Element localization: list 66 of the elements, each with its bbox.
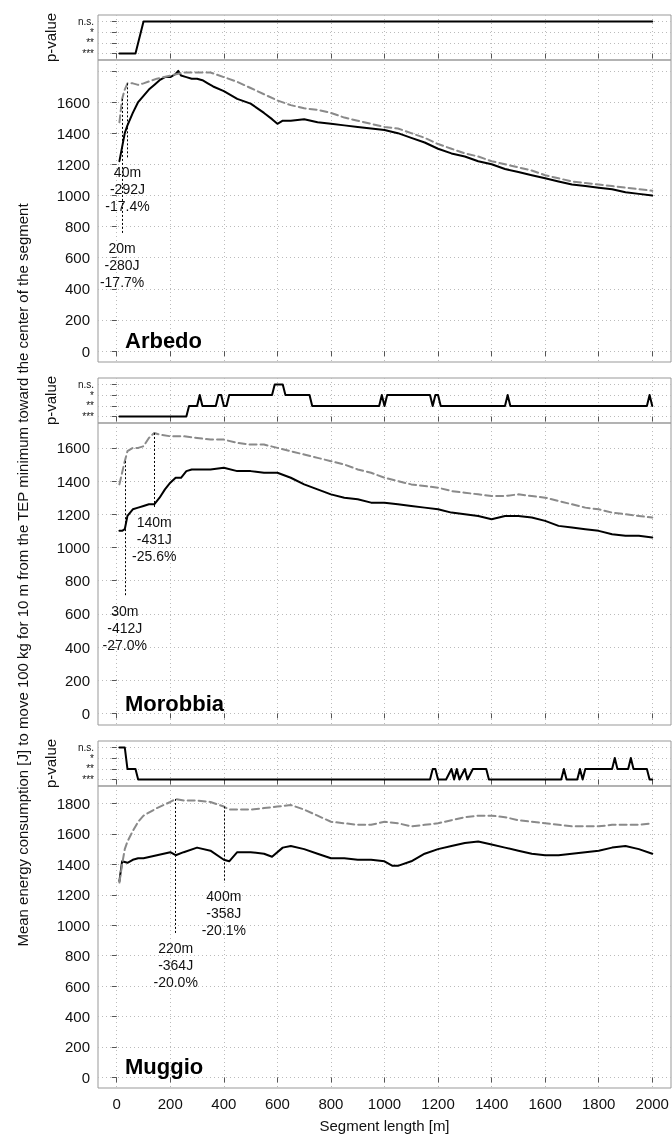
y-tick-label: 1600 bbox=[56, 825, 90, 843]
text: ** bbox=[86, 37, 95, 49]
y-axis-title: p-value bbox=[42, 375, 59, 426]
y-tick-label: 1200 bbox=[56, 886, 90, 904]
y-tick-label: 1400 bbox=[56, 124, 90, 142]
text: *** bbox=[82, 411, 95, 423]
y-tick-label: 400 bbox=[64, 638, 90, 656]
text: * bbox=[90, 752, 95, 764]
x-tick-label: 1400 bbox=[474, 1095, 509, 1112]
x-tick-label: 1000 bbox=[367, 1095, 402, 1112]
x-tick-label: 400 bbox=[211, 1095, 237, 1112]
text: *** bbox=[82, 774, 95, 786]
text: ** bbox=[86, 763, 95, 775]
y-tick-label: 800 bbox=[64, 947, 90, 965]
x-tick-label: 600 bbox=[264, 1095, 290, 1112]
y-tick-label: 200 bbox=[64, 1038, 90, 1056]
text: ** bbox=[86, 400, 95, 412]
x-tick-label: 1800 bbox=[582, 1095, 616, 1112]
y-tick-label: 400 bbox=[64, 1007, 90, 1025]
y-axis-title: p-value bbox=[42, 738, 59, 789]
y-axis-title: p-value bbox=[42, 12, 59, 63]
annotation: 30m -412J -27.0% bbox=[102, 602, 147, 653]
y-tick-label: 1600 bbox=[56, 93, 90, 111]
y-tick-label: 800 bbox=[64, 218, 90, 236]
x-tick-label: 1200 bbox=[421, 1095, 455, 1112]
text: * bbox=[90, 26, 95, 38]
text: n.s. bbox=[77, 378, 94, 390]
y-tick-label: 1600 bbox=[56, 439, 90, 457]
y-tick-label: 1400 bbox=[56, 472, 90, 490]
y-tick-label: 200 bbox=[64, 311, 90, 329]
y-tick-label: 1000 bbox=[56, 538, 90, 556]
x-axis-title: Segment length [m] bbox=[319, 1117, 450, 1134]
annotation: 40m -292J -17.4% bbox=[105, 164, 150, 215]
annotation: 400m -358J -20.1% bbox=[201, 887, 247, 938]
y-tick-label: 600 bbox=[64, 249, 90, 267]
y-tick-label: 1800 bbox=[56, 795, 90, 812]
x-tick-label: 2000 bbox=[635, 1095, 669, 1112]
y-tick-label: 0 bbox=[81, 1068, 90, 1086]
x-tick-label: 200 bbox=[157, 1095, 183, 1112]
text: * bbox=[90, 389, 95, 401]
text: n.s. bbox=[77, 15, 94, 27]
text: *** bbox=[82, 48, 95, 60]
y-tick-label: 400 bbox=[64, 280, 90, 298]
line-series bbox=[118, 431, 654, 519]
y-tick-label: 1200 bbox=[56, 155, 90, 173]
text: n.s. bbox=[77, 741, 94, 753]
y-tick-label: 800 bbox=[64, 572, 90, 590]
y-tick-label: 1400 bbox=[56, 855, 90, 873]
x-tick-label: 800 bbox=[318, 1095, 344, 1112]
annotation: 140m -431J -25.6% bbox=[132, 513, 177, 564]
annotation: 20m -280J -17.7% bbox=[99, 240, 145, 291]
x-tick-label: 1600 bbox=[528, 1095, 562, 1112]
y-tick-label: 0 bbox=[81, 342, 90, 360]
text: Muggio bbox=[125, 1053, 204, 1079]
x-tick-label: 0 bbox=[112, 1095, 121, 1112]
text: Arbedo bbox=[125, 327, 202, 353]
y-tick-label: 200 bbox=[64, 671, 90, 689]
y-axis-title: Mean energy consumption [J] to move 100 kg for 10 m from the TEP minimum toward the center of the segment bbox=[13, 203, 31, 947]
y-tick-label: 1000 bbox=[56, 916, 90, 934]
y-tick-label: 600 bbox=[64, 977, 90, 995]
y-tick-label: 1000 bbox=[56, 186, 90, 204]
y-tick-label: 1200 bbox=[56, 505, 90, 523]
y-tick-label: 600 bbox=[64, 605, 90, 623]
y-tick-label: 0 bbox=[81, 704, 90, 722]
annotation: 220m -364J -20.0% bbox=[153, 940, 198, 991]
text: Morobbia bbox=[125, 690, 225, 716]
